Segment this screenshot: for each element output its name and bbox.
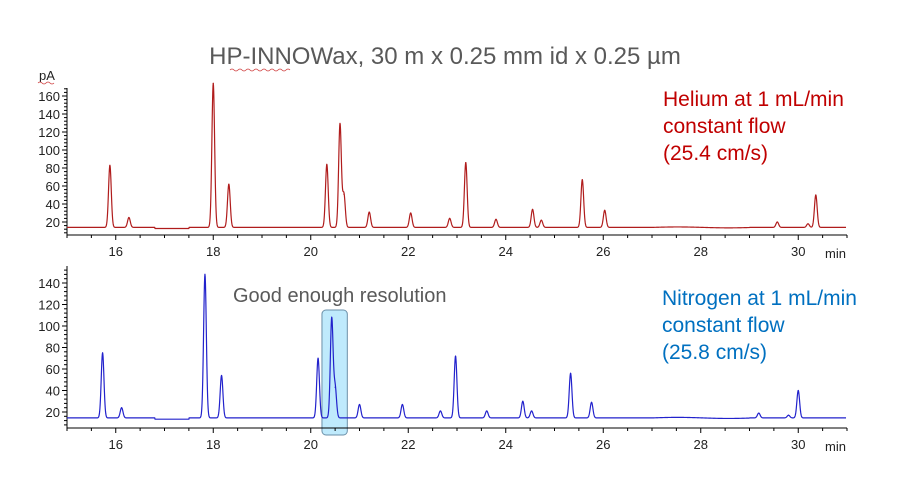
peak-apex [522,400,524,402]
x-tick-label: 22 [401,244,415,259]
peak-apex [569,372,572,374]
peak-apex [204,273,206,275]
x-tick-label: 30 [791,244,805,259]
x-tick-label: 26 [596,437,610,452]
peak-apex [343,193,345,195]
y-tick-label: 60 [46,362,60,377]
peak-apex [339,123,341,125]
x-tick-label: 18 [206,244,220,259]
y-tick-label: 20 [46,405,60,420]
peak-apex [465,162,467,164]
series-label-line: constant flow [663,115,786,138]
x-tick-label: 20 [304,437,318,452]
x-tick-label: 28 [694,437,708,452]
peak-apex [449,217,451,219]
y-tick-label: 80 [46,161,60,176]
peak-apex [331,317,333,320]
peak-apex [590,401,593,403]
peak-apex [581,179,583,181]
chromatogram-trace [66,82,847,230]
nitrogen-panel: Good enough resolution 20 40 60 80 100 120 140 1… [38,266,857,454]
peak-apex [334,386,336,388]
peak-apex [121,407,123,409]
peak-apex [128,216,130,219]
chromatogram-trace [66,273,847,420]
y-tick-label: 40 [46,384,60,399]
x-tick-label: 16 [109,244,123,259]
series-label-line: Nitrogen at 1 mL/min [662,287,857,310]
series-label-line: constant flow [662,314,785,337]
peak-apex [439,410,442,412]
y-tick-label: 40 [46,197,60,212]
x-tick-label: 26 [596,244,610,259]
y-tick-label: 100 [38,143,60,158]
peak-apex [326,163,328,165]
peak-apex [486,410,488,412]
figure-title: HP-INNOWax, 30 m x 0.25 mm id x 0.25 µm [209,43,681,70]
y-tick-label: 120 [38,298,60,313]
x-tick-label: 20 [304,244,318,259]
y-tick-label: 120 [38,125,60,140]
peak-apex [531,208,534,210]
peak-apex [758,412,760,414]
peak-apex [540,219,542,221]
peak-apex [228,183,230,185]
series-label-line: Helium at 1 mL/min [663,88,844,111]
x-tick-label: 24 [499,437,513,452]
y-tick-label: 160 [38,89,60,104]
peak-apex [368,211,370,213]
title-spellcheck-underline [229,68,291,72]
peak-apex [495,218,497,220]
x-tick-label: 18 [206,437,220,452]
helium-panel: 20 40 60 80 100 120 140 160 pA 16 18 20 22 24 26 28 30 mi… [37,68,848,261]
x-tick-label: 22 [401,437,415,452]
x-tick-label: 28 [694,244,708,259]
annotation-text: Good enough resolution [233,285,447,307]
y-tick-label: 60 [46,179,60,194]
x-tick-label: 24 [499,244,513,259]
peak-apex [109,164,111,166]
peak-apex [454,355,457,357]
peak-apex [776,221,778,223]
series-label-line: (25.4 cm/s) [663,142,768,165]
y-axis-unit-label: pA [39,68,55,83]
peak-apex [212,82,214,84]
x-axis-unit-label: min [825,439,846,454]
peak-apex [401,403,403,406]
peak-apex [787,414,790,416]
y-tick-label: 80 [46,341,60,356]
peak-apex [807,223,809,225]
peak-apex [220,374,223,377]
spellcheck-underline [37,81,55,85]
x-tick-label: 30 [791,437,805,452]
peak-apex [317,357,319,359]
peak-apex [815,194,817,196]
peak-apex [530,410,533,412]
peak-apex [101,352,104,354]
peak-apex [604,209,606,211]
y-tick-label: 140 [38,276,60,291]
y-tick-label: 140 [38,107,60,122]
y-tick-label: 100 [38,319,60,334]
x-axis-unit-label: min [825,246,846,261]
series-label-line: (25.8 cm/s) [662,341,767,364]
peak-apex [358,403,361,406]
y-tick-label: 20 [46,215,60,230]
peak-apex [410,212,412,214]
peak-apex [797,389,799,392]
x-tick-label: 16 [109,437,123,452]
